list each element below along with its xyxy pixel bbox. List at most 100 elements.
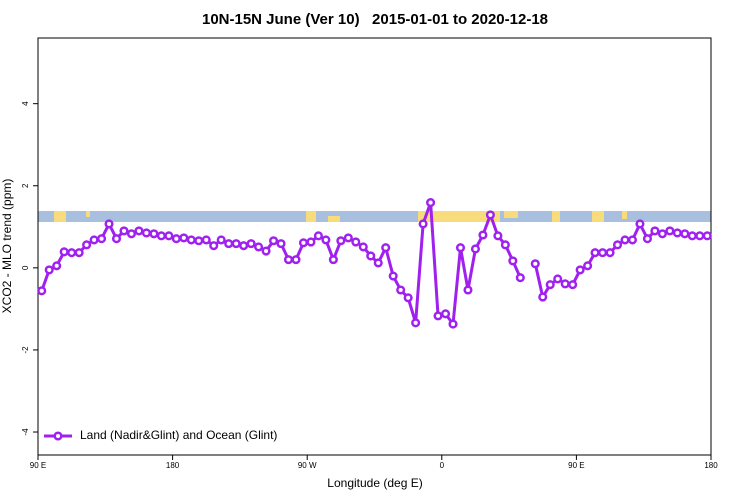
data-point (231, 239, 241, 249)
data-point (194, 236, 204, 246)
data-point (485, 210, 495, 220)
data-point (186, 235, 196, 245)
data-point (702, 231, 712, 241)
data-point (261, 246, 271, 256)
data-point (343, 233, 353, 243)
data-point (156, 231, 166, 241)
data-point (590, 248, 600, 258)
data-point (179, 233, 189, 243)
data-point (627, 235, 638, 245)
data-point (672, 228, 682, 238)
data-point (201, 235, 211, 245)
data-point (149, 229, 159, 239)
data-point (306, 237, 316, 247)
data-point (52, 261, 62, 271)
data-point (239, 241, 249, 251)
data-point (44, 265, 54, 275)
data-point (37, 286, 47, 296)
x-tick-label: 90 E (30, 461, 46, 470)
data-point (440, 309, 451, 319)
data-point (583, 261, 593, 271)
data-point (59, 247, 69, 257)
y-tick-label: -2 (21, 346, 30, 354)
data-point (463, 285, 473, 295)
data-point (269, 236, 279, 246)
data-point (426, 198, 436, 208)
data-point (82, 240, 92, 250)
data-point (598, 248, 608, 258)
data-point (687, 231, 697, 241)
y-tick-label: 2 (21, 183, 30, 188)
data-point (254, 242, 264, 252)
data-point (67, 248, 77, 258)
data-point (313, 231, 323, 241)
data-point (336, 236, 346, 246)
data-point (358, 242, 368, 252)
data-point (328, 255, 338, 265)
data-point (126, 229, 137, 239)
data-point (650, 226, 660, 236)
data-point (508, 256, 518, 266)
y-tick-label: 4 (21, 101, 30, 106)
data-point (657, 229, 667, 239)
data-point (545, 280, 555, 290)
data-point (111, 234, 122, 244)
data-point (515, 273, 525, 283)
data-point (635, 219, 645, 229)
legend-label: Land (Nadir&Glint) and Ocean (Glint) (80, 428, 277, 442)
chart-title: 10N-15N June (Ver 10) 2015-01-01 to 2020… (202, 11, 548, 28)
data-point (448, 319, 458, 329)
data-point (403, 293, 413, 303)
data-point (74, 248, 84, 258)
data-point (433, 311, 443, 321)
data-point (276, 239, 286, 249)
y-axis-label: XCO2 - MLO trend (ppm) (0, 179, 14, 314)
data-point (104, 219, 114, 229)
legend-marker (53, 431, 63, 441)
data-point (568, 280, 578, 290)
data-point (97, 234, 107, 244)
data-point (605, 248, 615, 258)
data-point (493, 231, 503, 241)
data-point (538, 292, 548, 302)
data-point (396, 285, 406, 295)
data-point (381, 243, 391, 253)
data-point (351, 237, 361, 247)
data-point (411, 318, 421, 328)
data-point (134, 226, 144, 236)
data-point (321, 235, 331, 245)
data-point (164, 231, 174, 241)
data-point (470, 244, 481, 254)
y-tick-label: -4 (21, 428, 30, 436)
y-tick-label: 0 (21, 265, 30, 270)
data-point (224, 239, 234, 249)
data-point (620, 235, 630, 245)
x-tick-label: 0 (440, 461, 445, 470)
data-point (575, 265, 585, 275)
x-axis-label: Longitude (deg E) (327, 476, 422, 490)
map-band (38, 211, 711, 222)
data-point (530, 259, 540, 269)
data-point (298, 238, 309, 248)
data-point (171, 234, 181, 244)
data-point (388, 271, 398, 281)
x-tick-label: 90 E (568, 461, 584, 470)
data-point (373, 258, 383, 268)
data-point (216, 235, 226, 245)
data-point (680, 229, 690, 239)
data-point (642, 234, 652, 244)
x-tick-label: 180 (166, 461, 180, 470)
data-point (366, 251, 376, 261)
data-point (291, 255, 301, 265)
data-point (553, 274, 563, 284)
data-point (89, 235, 99, 245)
data-point (418, 219, 428, 229)
data-point (612, 240, 623, 250)
data-point (119, 226, 129, 236)
x-tick-label: 180 (704, 461, 718, 470)
data-point (695, 231, 705, 241)
x-tick-label: 90 W (298, 461, 317, 470)
data-point (209, 241, 219, 251)
data-point (500, 240, 510, 250)
